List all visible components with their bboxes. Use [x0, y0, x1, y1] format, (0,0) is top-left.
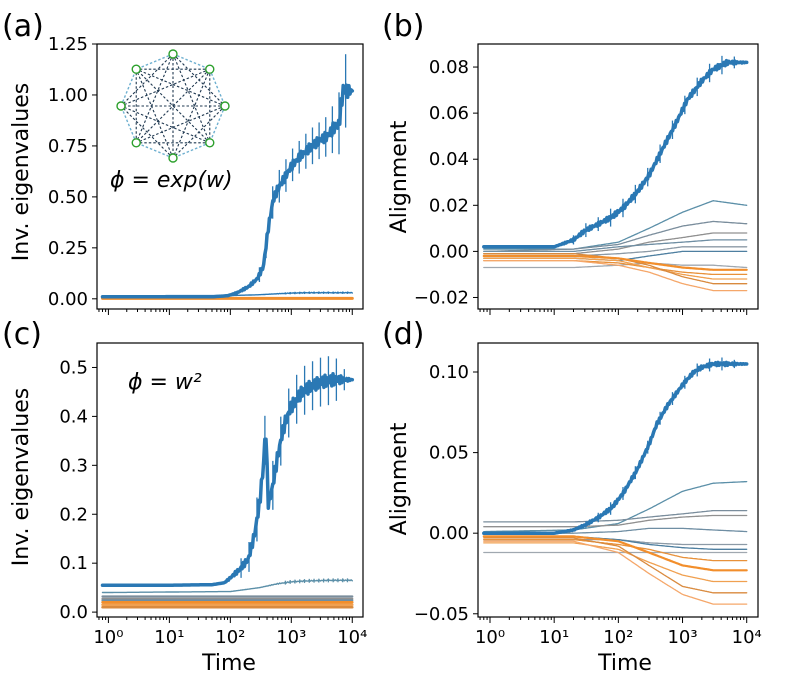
panel-d-ytick-label: 0.10 [429, 362, 469, 383]
graph-edge [172, 53, 211, 70]
panel-b-ylabel: Alignment [387, 120, 412, 233]
panel-c-ytick-label: 0.2 [59, 504, 88, 525]
panel-b-series-orange-5 [483, 259, 748, 292]
graph-edge [209, 105, 226, 144]
panel-a-ytick-label: 0.25 [48, 238, 88, 259]
panel-b-ytick-label: 0.06 [429, 103, 469, 124]
panel-d-xtick-label: 10³ [667, 627, 697, 648]
graph-node [220, 101, 230, 111]
graph-edge [172, 142, 211, 159]
graph-node [205, 138, 215, 148]
panel-c-xtick-label: 10⁴ [337, 627, 367, 648]
panel-a-series-group [100, 54, 355, 300]
panel-a-ytick-label: 1.25 [48, 34, 88, 55]
panel-a-label: (a) [2, 9, 44, 44]
panel-a-ytick-label: 1.00 [48, 85, 88, 106]
panel-c-ytick-label: 0.4 [59, 406, 88, 427]
panel-d-xtick-label: 10¹ [539, 627, 569, 648]
panel-b-series-gray-2 [483, 220, 748, 253]
panel-d-ytick-label: −0.05 [414, 604, 469, 625]
panel-b-label: (b) [382, 9, 424, 44]
panel-d-series-gray-1 [483, 480, 748, 533]
panel-b-series-top-alignment [482, 58, 749, 249]
panel-a-ytick-label: 0.50 [48, 187, 88, 208]
panel-a-ylabel: Inv. eigenvalues [9, 83, 34, 261]
panel-d-ytick-label: 0.05 [429, 443, 469, 464]
panel-c-ytick-label: 0.3 [59, 455, 88, 476]
panel-c: (c) Inv. eigenvalues Time 0.00.10.20.30.… [2, 317, 367, 676]
panel-c-plot: 0.0 0.1 0.2 0.3 0.4 0.5 10⁰ 10¹ 10² 10³ 10⁴ [59, 342, 367, 648]
graph-inset [116, 49, 230, 163]
panel-d-series-group [482, 357, 749, 605]
panel-a: (a) Inv. eigenvalues 0.00 0.25 0.50 0.75 1.0… [2, 9, 364, 315]
panel-d-plot: −0.05 0.00 0.05 0.10 10⁰ 10¹ 10² 10³ 10⁴ [414, 342, 762, 648]
graph-edge [120, 68, 137, 107]
panel-d-label: (d) [382, 317, 424, 352]
graph-edge [120, 105, 174, 159]
panel-c-xlabel: Time [201, 651, 256, 676]
graph-edge [120, 53, 174, 107]
panel-c-annotation: ϕ = w² [128, 370, 202, 395]
panel-d-series-orange-3 [483, 542, 748, 583]
graph-edge [209, 68, 226, 107]
panel-d-xtick-label: 10⁴ [732, 627, 762, 648]
graph-node [168, 153, 178, 163]
graph-edge [135, 68, 211, 144]
graph-node [131, 138, 141, 148]
graph-node [131, 64, 141, 74]
panel-d-xlabel: Time [597, 651, 652, 676]
panel-b-plot: −0.02 0.00 0.02 0.04 0.06 0.08 [414, 43, 759, 315]
panel-a-plot: 0.00 0.25 0.50 0.75 1.00 1.25 [48, 34, 364, 315]
panel-c-xtick-label: 10⁰ [93, 627, 123, 648]
panel-d-series-orange-4 [483, 537, 748, 594]
panel-c-ylabel: Inv. eigenvalues [9, 388, 34, 566]
graph-node [205, 64, 215, 74]
panel-b-series-orange-3 [483, 257, 748, 280]
panel-a-series-top-eigenvalue [100, 83, 355, 299]
panel-c-xtick-label: 10² [215, 627, 245, 648]
panel-d-series-orange-1 [482, 535, 748, 572]
graph-edge [135, 142, 174, 159]
panel-c-xtick-label: 10³ [276, 627, 306, 648]
panel-d-xtick-label: 10⁰ [475, 627, 505, 648]
panel-b-series-gray-4 [483, 239, 748, 253]
panel-c-series-group [100, 356, 355, 609]
graph-node [168, 49, 178, 59]
panel-b-series-gray-1 [483, 200, 748, 250]
panel-b-ytick-label: −0.02 [414, 287, 469, 308]
panel-d: (d) Alignment Time −0.05 0.00 0.05 0.10 10⁰ 1… [382, 317, 762, 676]
panel-b-series-group [482, 55, 749, 292]
panel-d-series-top-alignment [482, 360, 749, 535]
panel-c-label: (c) [2, 317, 42, 352]
graph-node [116, 101, 126, 111]
panel-d-series-gray-3 [483, 514, 748, 528]
panel-c-xtick-label: 10¹ [154, 627, 184, 648]
panel-d-series-orange-5 [483, 540, 748, 605]
panel-b-ytick-label: 0.04 [429, 149, 469, 170]
panel-a-annotation: ϕ = exp(w) [110, 168, 233, 193]
panel-b: (b) Alignment −0.02 0.00 0.02 0.04 0.06 0.08 [382, 9, 759, 315]
panel-d-series-gray-2 [483, 509, 748, 523]
panel-c-series-top-eigenvalue [100, 372, 355, 587]
graph-edge [135, 53, 174, 70]
panel-a-ytick-label: 0.00 [48, 289, 88, 310]
panel-d-series-orange-2 [483, 538, 748, 562]
panel-a-ytick-label: 0.75 [48, 136, 88, 157]
panel-c-ytick-label: 0.0 [59, 602, 88, 623]
panel-b-ytick-label: 0.02 [429, 195, 469, 216]
panel-d-xtick-label: 10² [603, 627, 633, 648]
panel-c-series-second-eigenvalue [101, 579, 353, 594]
panel-b-series-orange-1 [482, 254, 748, 271]
panel-b-ytick-label: 0.00 [429, 241, 469, 262]
panel-c-ytick-label: 0.5 [59, 357, 88, 378]
panel-c-ytick-label: 0.1 [59, 553, 88, 574]
panel-d-ylabel: Alignment [387, 422, 412, 535]
graph-edge [120, 105, 137, 144]
panel-d-ytick-label: 0.00 [429, 523, 469, 544]
panel-b-ytick-label: 0.08 [429, 57, 469, 78]
